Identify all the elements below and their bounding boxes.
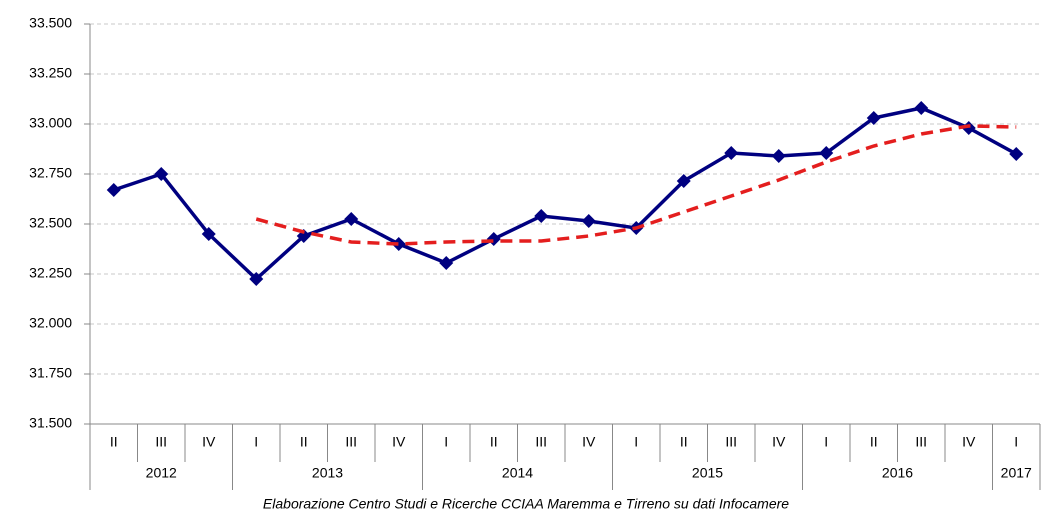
x-tick-label: II <box>300 434 308 450</box>
point-marker <box>391 237 406 251</box>
series-line <box>113 106 1018 282</box>
year-label: 2016 <box>882 465 913 481</box>
point-marker <box>486 232 501 246</box>
series-line <box>255 124 1017 246</box>
y-tick-label: 33.250 <box>29 65 72 81</box>
x-tick-label: II <box>680 434 688 450</box>
y-tick-label: 32.000 <box>29 315 72 331</box>
point-marker <box>344 212 359 226</box>
x-tick-label: IV <box>392 434 406 450</box>
x-tick-label: III <box>345 434 357 450</box>
y-tick-label: 32.750 <box>29 165 72 181</box>
point-marker <box>439 256 454 270</box>
x-tick-label: III <box>915 434 927 450</box>
point-marker <box>724 146 739 160</box>
year-label: 2017 <box>1001 465 1032 481</box>
x-tick-label: IV <box>962 434 976 450</box>
point-marker <box>201 227 216 241</box>
point-marker <box>106 183 121 197</box>
x-tick-label: I <box>1014 434 1018 450</box>
y-tick-label: 31.750 <box>29 365 72 381</box>
x-tick-label: II <box>870 434 878 450</box>
x-tick-label: I <box>634 434 638 450</box>
point-marker <box>1009 147 1024 161</box>
x-tick-label: III <box>725 434 737 450</box>
x-tick-label: I <box>254 434 258 450</box>
x-tick-label: III <box>535 434 547 450</box>
year-label: 2013 <box>312 465 343 481</box>
point-marker <box>914 101 929 115</box>
x-tick-label: I <box>444 434 448 450</box>
year-label: 2014 <box>502 465 533 481</box>
year-label: 2015 <box>692 465 723 481</box>
y-tick-label: 33.000 <box>29 115 72 131</box>
point-marker <box>581 214 596 228</box>
x-tick-label: IV <box>772 434 786 450</box>
x-tick-label: III <box>155 434 167 450</box>
y-tick-label: 32.500 <box>29 215 72 231</box>
point-marker <box>534 209 549 223</box>
point-marker <box>866 111 881 125</box>
caption: Elaborazione Centro Studi e Ricerche CCI… <box>263 496 789 512</box>
x-tick-label: II <box>110 434 118 450</box>
point-marker <box>249 272 264 286</box>
x-tick-label: IV <box>582 434 596 450</box>
y-tick-label: 32.250 <box>29 265 72 281</box>
point-marker <box>771 149 786 163</box>
x-tick-label: IV <box>202 434 216 450</box>
point-marker <box>819 146 834 160</box>
x-tick-label: I <box>824 434 828 450</box>
x-tick-label: II <box>490 434 498 450</box>
y-tick-label: 33.500 <box>29 15 72 31</box>
point-marker <box>961 121 976 135</box>
y-tick-label: 31.500 <box>29 415 72 431</box>
point-marker <box>676 174 691 188</box>
year-label: 2012 <box>146 465 177 481</box>
point-marker <box>154 167 169 181</box>
